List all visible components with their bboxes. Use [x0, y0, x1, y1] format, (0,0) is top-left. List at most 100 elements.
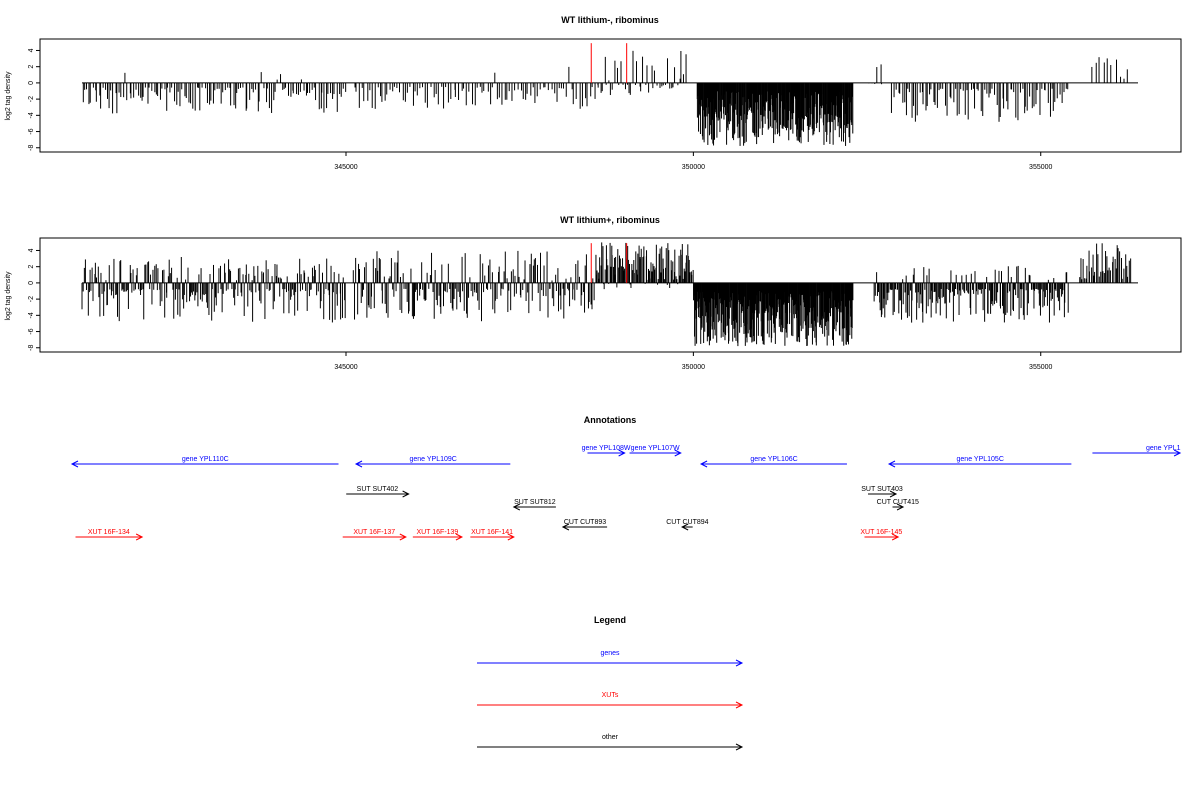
annotation-xut: XUT 16F-137 [342, 529, 407, 541]
feature-label: XUT 16F-134 [88, 529, 130, 536]
annotation-gene: gene YPL106C [699, 456, 847, 468]
legend-label: XUTs [602, 692, 619, 699]
x-tick-label: 345000 [334, 364, 357, 371]
panel-2-title: WT lithium+, ribominus [560, 215, 660, 225]
arrowhead-icon [399, 533, 407, 541]
x-tick-label: 350000 [682, 164, 705, 171]
legend-item-other: other [477, 734, 744, 751]
y-tick-label: -4 [28, 312, 35, 318]
y-tick-label: -4 [28, 112, 35, 118]
y-tick-label: -6 [28, 128, 35, 134]
annotation-xut: XUT 16F-145 [860, 529, 902, 541]
arrowhead-icon [512, 503, 521, 511]
feature-label: SUT SUT403 [861, 486, 903, 493]
arrowhead-icon [507, 533, 515, 541]
annotation-gene: gene YPL1 [1092, 445, 1182, 457]
annotation-other: SUT SUT402 [346, 486, 410, 498]
feature-label: XUT 16F-139 [416, 529, 458, 536]
y-tick-label: 0 [28, 281, 35, 285]
feature-label: XUT 16F-141 [471, 529, 513, 536]
arrowhead-icon [891, 533, 900, 541]
feature-label: gene YPL1 [1146, 445, 1181, 452]
feature-label: gene YPL110C [182, 456, 229, 463]
arrowhead-icon [618, 449, 626, 457]
feature-label: CUT CUT894 [666, 519, 708, 526]
y-tick-label: 4 [28, 248, 35, 252]
x-tick-label: 350000 [682, 364, 705, 371]
feature-label: gene YPL108W [582, 445, 631, 452]
y-tick-label: -8 [28, 145, 35, 151]
panel-2-ylabel: log2 tag density [5, 271, 12, 321]
arrowhead-icon [402, 490, 410, 498]
arrowhead-icon [896, 503, 905, 511]
arrowhead-icon [735, 659, 744, 667]
panel-1-axes: 4 2 0 -2 -4 -6 -8 345000 350000 355000 [28, 48, 1053, 171]
annotation-other: CUT CUT894 [666, 519, 709, 531]
arrowhead-icon [135, 533, 144, 541]
feature-label: SUT SUT812 [514, 499, 556, 506]
y-tick-label: -2 [28, 296, 35, 302]
y-tick-label: -6 [28, 328, 35, 334]
feature-label: CUT CUT893 [564, 519, 606, 526]
legend-item-XUTs: XUTs [477, 692, 744, 709]
panel-1-ylabel: log2 tag density [5, 71, 12, 121]
panel-2-bars [81, 242, 1138, 347]
annotation-xut: XUT 16F-134 [75, 529, 144, 541]
annotation-gene: gene YPL108W [582, 445, 631, 457]
annotation-gene: gene YPL109C [354, 456, 511, 468]
panel-1-bars [82, 43, 1138, 146]
arrowhead-icon [70, 460, 79, 468]
arrowhead-icon [1173, 449, 1182, 457]
panel-2-axes: 4 2 0 -2 -4 -6 -8 345000 350000 355000 [28, 248, 1053, 371]
feature-label: XUT 16F-137 [353, 529, 395, 536]
annotation-other: CUT CUT893 [561, 519, 608, 531]
y-tick-label: 2 [28, 65, 35, 69]
arrowhead-icon [735, 743, 744, 751]
feature-label: XUT 16F-145 [860, 529, 902, 536]
panel-lithium-minus: WT lithium-, ribominus 4 2 0 -2 -4 -6 -8 345000… [5, 15, 1182, 171]
arrowhead-icon [561, 523, 570, 531]
annotation-other: SUT SUT403 [861, 486, 903, 498]
annotation-gene: gene YPL105C [887, 456, 1072, 468]
annotations-panel: Annotations gene YPL110C gene YPL109C gene… [70, 415, 1182, 541]
annotation-xut: XUT 16F-141 [470, 529, 515, 541]
arrowhead-icon [699, 460, 708, 468]
feature-label: gene YPL106C [750, 456, 797, 463]
arrowhead-icon [674, 449, 682, 457]
x-tick-label: 355000 [1029, 364, 1052, 371]
annotation-other: CUT CUT415 [877, 499, 919, 511]
arrowhead-icon [681, 523, 689, 531]
legend-label: genes [600, 650, 620, 657]
feature-label: CUT CUT415 [877, 499, 919, 506]
annotation-xut: XUT 16F-139 [412, 529, 464, 541]
y-tick-label: 0 [28, 81, 35, 85]
legend-title: Legend [594, 615, 626, 625]
feature-label: gene YPL107W [631, 445, 680, 452]
feature-label: SUT SUT402 [357, 486, 399, 493]
x-tick-label: 355000 [1029, 164, 1052, 171]
x-tick-label: 345000 [334, 164, 357, 171]
arrowhead-icon [887, 460, 896, 468]
y-tick-label: -2 [28, 96, 35, 102]
y-tick-label: 2 [28, 265, 35, 269]
y-tick-label: 4 [28, 48, 35, 52]
panel-lithium-plus: WT lithium+, ribominus 4 2 0 -2 -4 -6 -8 345000… [5, 215, 1182, 371]
arrowhead-icon [455, 533, 464, 541]
annotation-other: SUT SUT812 [512, 499, 556, 511]
legend-items: genes XUTs other [477, 650, 744, 751]
legend-panel: Legend genes XUTs other [477, 615, 744, 751]
legend-label: other [602, 734, 619, 741]
annotation-gene: gene YPL110C [70, 456, 339, 468]
feature-label: gene YPL105C [957, 456, 1004, 463]
annotation-gene: gene YPL107W [629, 445, 682, 457]
panel-1-title: WT lithium-, ribominus [561, 15, 659, 25]
y-tick-label: -8 [28, 345, 35, 351]
annotations-title: Annotations [584, 415, 637, 425]
arrowhead-icon [735, 701, 744, 709]
legend-item-genes: genes [477, 650, 744, 667]
arrowhead-icon [354, 460, 363, 468]
feature-label: gene YPL109C [409, 456, 456, 463]
arrowhead-icon [889, 490, 898, 498]
